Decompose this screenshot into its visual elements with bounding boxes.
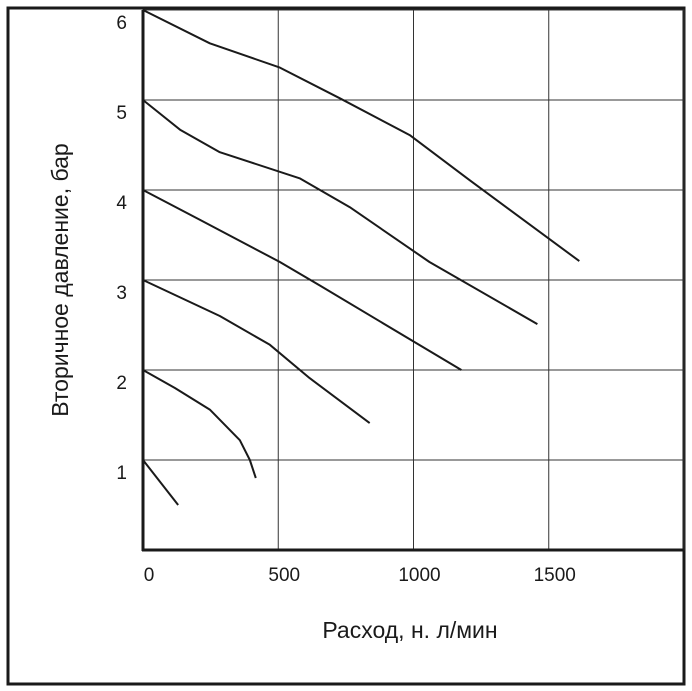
line-series	[142, 99, 538, 325]
line-series	[142, 189, 462, 371]
y-axis-label: Вторичное давление, бар	[47, 143, 73, 416]
line-series	[142, 279, 371, 424]
y-tick-label: 3	[116, 283, 127, 304]
y-tick-label: 2	[116, 373, 127, 394]
y-tick-label: 4	[116, 193, 127, 214]
y-tick-label: 5	[116, 103, 127, 124]
x-tick-label: 1500	[534, 565, 576, 586]
x-tick-label: 1000	[398, 565, 440, 586]
line-series	[142, 459, 179, 506]
frame	[6, 6, 686, 686]
x-tick-label: 500	[268, 565, 300, 586]
y-tick-label: 6	[116, 13, 127, 34]
y-tick-label: 1	[116, 463, 127, 484]
x-tick-label: 0	[144, 565, 155, 586]
x-axis-label: Расход, н. л/мин	[322, 617, 497, 643]
line-series	[142, 369, 257, 479]
line-series	[142, 9, 580, 262]
